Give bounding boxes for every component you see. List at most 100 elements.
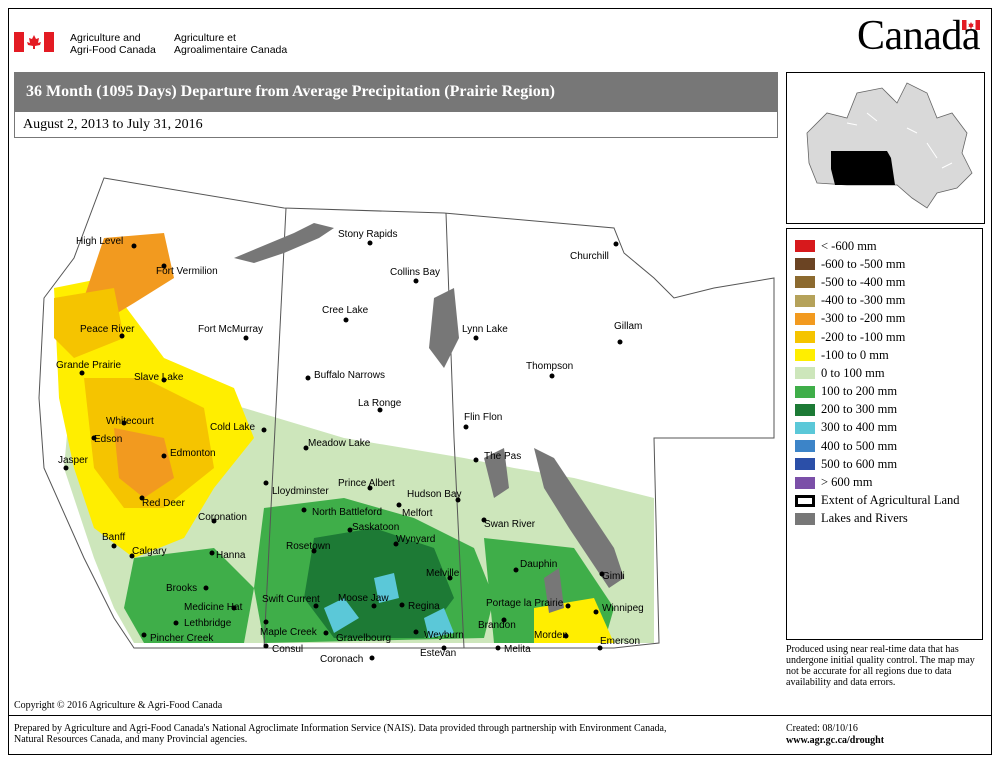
city-gravelbourg: Gravelbourg xyxy=(323,630,391,644)
city-edmonton: Edmonton xyxy=(161,448,216,459)
city-grande-prairie: Grande Prairie xyxy=(56,360,121,376)
svg-text:Coronation: Coronation xyxy=(198,512,247,523)
legend-swatch xyxy=(795,512,815,525)
svg-text:Calgary: Calgary xyxy=(132,546,166,557)
legend-item: Extent of Agricultural Land xyxy=(795,492,982,510)
legend-item: -300 to -200 mm xyxy=(795,310,982,328)
city-dauphin: Dauphin xyxy=(513,559,557,573)
wordmark-text: Canada xyxy=(857,13,980,59)
source-url[interactable]: www.agr.gc.ca/drought xyxy=(786,735,885,746)
date-range: August 2, 2013 to July 31, 2016 xyxy=(14,112,778,138)
svg-text:Melville: Melville xyxy=(426,568,460,579)
svg-text:Slave Lake: Slave Lake xyxy=(134,372,184,383)
svg-text:Collins Bay: Collins Bay xyxy=(390,267,440,278)
svg-text:Coronach: Coronach xyxy=(320,654,363,665)
legend-item: -600 to -500 mm xyxy=(795,255,982,273)
city-markers: High Level Fort Vermilion Fort McMurray … xyxy=(56,229,644,665)
legend-swatch xyxy=(795,385,815,398)
canada-flag-icon xyxy=(14,32,54,52)
sk-mb-border xyxy=(445,212,465,649)
svg-text:Hudson Bay: Hudson Bay xyxy=(407,489,461,500)
legend-label: -400 to -300 mm xyxy=(821,293,906,308)
svg-text:Regina: Regina xyxy=(408,601,440,612)
lake-winnipegosis xyxy=(484,448,509,498)
city-buffalo-narrows: Buffalo Narrows xyxy=(305,370,385,381)
city-high-level: High Level xyxy=(76,236,137,249)
svg-text:Banff: Banff xyxy=(102,532,125,543)
city-peace-river: Peace River xyxy=(80,324,135,339)
legend-label: Extent of Agricultural Land xyxy=(821,493,960,508)
svg-text:Gimli: Gimli xyxy=(602,571,625,582)
peace-region-yellow xyxy=(54,288,124,358)
legend-panel: < -600 mm -600 to -500 mm -500 to -400 m… xyxy=(786,228,983,640)
legend-swatch xyxy=(795,312,815,325)
legend-swatch xyxy=(795,476,815,489)
svg-text:Maple Creek: Maple Creek xyxy=(260,627,318,638)
city-lloydminster: Lloydminster xyxy=(263,480,329,497)
city-estevan: Estevan xyxy=(420,645,456,659)
legend-swatch xyxy=(795,294,815,307)
city-calgary: Calgary xyxy=(129,546,166,559)
svg-text:Rosetown: Rosetown xyxy=(286,541,330,552)
city-melfort: Melfort xyxy=(396,502,433,519)
legend-label: -300 to -200 mm xyxy=(821,311,906,326)
legend-item: 400 to 500 mm xyxy=(795,437,982,455)
city-maple-creek: Maple Creek xyxy=(260,619,318,638)
svg-text:Pincher Creek: Pincher Creek xyxy=(150,633,214,644)
city-melville: Melville xyxy=(426,568,460,581)
legend-swatch xyxy=(795,494,815,507)
city-churchill: Churchill xyxy=(570,241,619,262)
lake-athabasca xyxy=(234,223,334,263)
svg-text:Brooks: Brooks xyxy=(166,583,197,594)
ab-sk-border xyxy=(263,207,287,649)
city-prince-albert: Prince Albert xyxy=(338,478,395,491)
city-coronation: Coronation xyxy=(198,512,247,524)
prairie-precipitation-map: High Level Fort Vermilion Fort McMurray … xyxy=(38,177,775,665)
footer-meta: Created: 08/10/16 www.agr.gc.ca/drought xyxy=(786,723,884,747)
svg-text:Cree Lake: Cree Lake xyxy=(322,305,369,316)
city-swan-river: Swan River xyxy=(481,517,536,530)
city-hanna: Hanna xyxy=(209,550,246,561)
legend-item: > 600 mm xyxy=(795,473,982,491)
city-emerson: Emerson xyxy=(597,636,640,651)
svg-text:Fort Vermilion: Fort Vermilion xyxy=(156,266,218,277)
svg-text:Whitecourt: Whitecourt xyxy=(106,416,154,427)
svg-text:Melfort: Melfort xyxy=(402,508,433,519)
svg-text:Lethbridge: Lethbridge xyxy=(184,618,232,629)
legend-item: 0 to 100 mm xyxy=(795,364,982,382)
city-meadow-lake: Meadow Lake xyxy=(303,438,371,451)
svg-text:Swift Current: Swift Current xyxy=(262,594,320,605)
alberta-severe-dry xyxy=(114,428,174,498)
city-brandon: Brandon xyxy=(478,617,516,631)
city-jasper: Jasper xyxy=(58,455,89,471)
legend-item: -500 to -400 mm xyxy=(795,273,982,291)
svg-text:Portage la Prairie: Portage la Prairie xyxy=(486,598,564,609)
department-name-english: Agriculture and Agri-Food Canada xyxy=(70,32,156,56)
legend-swatch xyxy=(795,403,815,416)
city-the-pas: The Pas xyxy=(473,451,521,463)
svg-text:Estevan: Estevan xyxy=(420,648,456,659)
svg-text:Edmonton: Edmonton xyxy=(170,448,216,459)
svg-text:Jasper: Jasper xyxy=(58,455,89,466)
svg-text:Meadow Lake: Meadow Lake xyxy=(308,438,371,449)
footer-divider xyxy=(8,715,991,716)
map-title: 36 Month (1095 Days) Departure from Aver… xyxy=(14,72,778,112)
dept-fr-line1: Agriculture et xyxy=(174,32,236,44)
svg-text:Gravelbourg: Gravelbourg xyxy=(336,633,391,644)
canada-wordmark: Canada xyxy=(857,12,980,60)
legend-label: 500 to 600 mm xyxy=(821,456,898,471)
svg-text:Edson: Edson xyxy=(94,434,122,445)
svg-text:Gillam: Gillam xyxy=(614,321,642,332)
svg-text:High Level: High Level xyxy=(76,236,123,247)
city-collins-bay: Collins Bay xyxy=(390,267,440,284)
svg-text:Buffalo Narrows: Buffalo Narrows xyxy=(314,370,385,381)
svg-text:Saskatoon: Saskatoon xyxy=(352,522,399,533)
svg-text:La Ronge: La Ronge xyxy=(358,398,402,409)
legend-swatch xyxy=(795,349,815,362)
svg-text:Dauphin: Dauphin xyxy=(520,559,557,570)
city-stony-rapids: Stony Rapids xyxy=(338,229,397,246)
city-rosetown: Rosetown xyxy=(286,541,330,554)
svg-text:Peace River: Peace River xyxy=(80,324,135,335)
lake-manitoba xyxy=(544,568,564,613)
legend-item: 100 to 200 mm xyxy=(795,383,982,401)
